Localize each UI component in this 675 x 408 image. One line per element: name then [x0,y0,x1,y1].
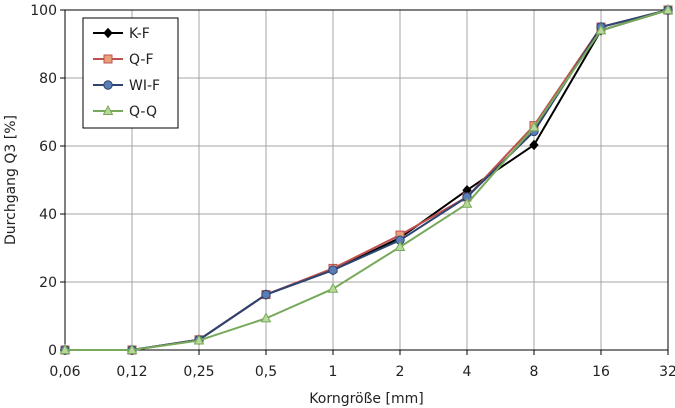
x-tick-label: 16 [592,364,610,380]
series-line-q-q [65,9,669,351]
y-tick-label: 40 [39,207,57,223]
x-tick-label: 1 [329,364,338,380]
y-axis: 0 20 40 60 80 100 [30,3,65,359]
y-tick-label: 0 [48,343,57,359]
legend-swatch-marker [102,104,114,115]
data-point-q-q [126,343,138,354]
series-group [59,3,674,356]
data-point-q-q [461,197,473,208]
data-point-q-q [260,312,272,323]
x-tick-label: 32 [659,364,675,380]
x-tick-label: 0,25 [183,364,214,380]
data-point-q-q [595,24,607,35]
y-tick-label: 100 [30,3,57,19]
legend-item-q-q: Q-Q [93,104,157,120]
x-tick-label: 0,5 [255,364,277,380]
legend: K-F Q-F WI-F Q-Q [82,17,179,129]
data-point-q-q [394,240,406,251]
data-point-wi-f [261,289,271,300]
y-tick-label: 20 [39,275,57,291]
data-point-q-q [327,282,339,293]
legend-swatch-marker [103,80,113,90]
x-tick-label: 8 [530,364,539,380]
legend-label: WI-F [129,78,160,94]
x-tick-label: 0,06 [49,364,80,380]
legend-label: Q-F [129,52,154,68]
legend-box [82,17,179,129]
x-axis-title: Korngröße [mm] [309,391,423,407]
legend-label: Q-Q [129,104,157,120]
y-axis-title: Durchgang Q3 [%] [3,115,19,245]
legend-item-q-f: Q-F [93,52,154,68]
legend-swatch-marker [103,27,113,39]
x-tick-label: 0,12 [116,364,147,380]
legend-item-k-f: K-F [93,26,150,42]
legend-swatch-marker [103,54,113,64]
series-q-q [59,3,674,354]
legend-item-wi-f: WI-F [93,78,160,94]
y-tick-label: 60 [39,139,57,155]
data-point-q-q [662,3,674,14]
x-tick-label: 4 [463,364,472,380]
x-axis: 0,06 0,12 0,25 0,5 1 2 4 8 16 32 [49,350,675,380]
data-point-q-q [528,121,540,132]
plot-frame [64,9,669,351]
x-tick-label: 2 [396,364,405,380]
y-tick-label: 80 [39,71,57,87]
data-point-q-q [193,334,205,345]
data-point-wi-f [328,265,338,275]
data-point-k-f [529,139,539,151]
legend-label: K-F [129,26,150,42]
data-point-q-q [59,343,71,354]
